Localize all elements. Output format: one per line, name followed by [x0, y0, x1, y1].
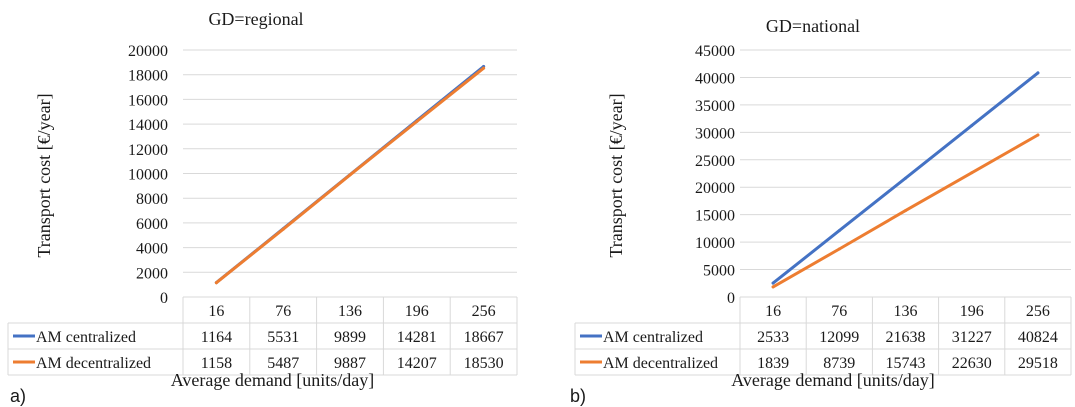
right-chart-panel: 0 5000 10000 15000 20000 25000 30000 35000 40000… — [570, 16, 1072, 406]
right-x-tick-label: 256 — [1026, 303, 1050, 320]
right-table-value-series-1: 15743 — [886, 355, 926, 372]
right-x-tick-label: 76 — [831, 303, 847, 320]
left-table-value-series-1: 1158 — [201, 355, 232, 372]
left-x-tick-label: 196 — [405, 303, 429, 320]
right-y-tick-label: 45000 — [695, 43, 735, 60]
right-table-value-series-0: 2533 — [757, 329, 789, 346]
right-table-value-series-1: 29518 — [1018, 355, 1058, 372]
right-y-tick-label: 40000 — [695, 70, 735, 87]
right-y-tick-label: 20000 — [695, 180, 735, 197]
right-table-value-series-0: 31227 — [952, 329, 992, 346]
right-x-axis-label: Average demand [units/day] — [731, 370, 935, 390]
right-table-value-series-0: 12099 — [819, 329, 859, 346]
left-y-tick-label: 0 — [160, 290, 168, 307]
left-table-value-series-0: 18667 — [464, 329, 504, 346]
right-legend-label-series-1: AM decentralized — [603, 355, 718, 372]
left-y-tick-label: 16000 — [128, 92, 168, 109]
left-x-tick-label: 256 — [472, 303, 496, 320]
left-table-value-series-1: 18530 — [464, 355, 504, 372]
left-data-point-series-1 — [482, 66, 486, 70]
left-y-tick-label: 2000 — [136, 265, 168, 282]
right-data-point-series-1 — [1036, 133, 1040, 137]
left-table-value-series-1: 9887 — [334, 355, 366, 372]
right-y-tick-label: 30000 — [695, 125, 735, 142]
left-y-tick-label: 10000 — [128, 167, 168, 184]
left-y-tick-label: 14000 — [128, 117, 168, 134]
right-table-value-series-0: 21638 — [886, 329, 926, 346]
left-data-point-series-1 — [348, 173, 352, 177]
left-data-point-series-1 — [415, 120, 419, 124]
right-table-value-series-1: 1839 — [757, 355, 789, 372]
left-table-value-series-0: 5531 — [267, 329, 299, 346]
right-x-tick-label: 16 — [765, 303, 781, 320]
left-y-tick-label: 8000 — [136, 191, 168, 208]
left-chart-panel: 0 2000 4000 6000 8000 10000 12000 14000 16000 180… — [7, 9, 518, 406]
left-legend-label-series-1: AM decentralized — [36, 355, 151, 372]
right-data-point-series-0 — [771, 281, 775, 285]
left-table-value-series-0: 9899 — [334, 329, 366, 346]
right-y-tick-label: 5000 — [703, 263, 735, 280]
left-data-point-series-1 — [214, 281, 218, 285]
left-x-tick-label: 76 — [275, 303, 291, 320]
right-y-tick-label: 15000 — [695, 208, 735, 225]
left-x-axis-label: Average demand [units/day] — [171, 370, 375, 390]
left-chart-title: GD=regional — [208, 9, 303, 29]
right-data-point-series-0 — [1036, 71, 1040, 75]
left-table-value-series-1: 14207 — [397, 355, 437, 372]
left-table-value-series-0: 1164 — [201, 329, 232, 346]
right-table-value-series-1: 22630 — [952, 355, 992, 372]
left-legend-label-series-0: AM centralized — [36, 329, 136, 346]
left-x-tick-label: 136 — [338, 303, 362, 320]
left-y-axis-label: Transport cost [€/year] — [34, 93, 54, 257]
right-table-value-series-0: 40824 — [1018, 329, 1058, 346]
right-data-point-series-1 — [837, 247, 841, 251]
right-x-tick-label: 196 — [960, 303, 984, 320]
right-data-point-series-0 — [970, 124, 974, 128]
right-data-point-series-1 — [904, 209, 907, 213]
left-table-value-series-0: 14281 — [397, 329, 437, 346]
right-y-tick-label: 25000 — [695, 153, 735, 170]
right-panel-label: b) — [570, 386, 586, 406]
left-data-point-series-1 — [281, 227, 285, 231]
left-y-tick-label: 20000 — [128, 43, 168, 60]
right-chart-title: GD=national — [766, 16, 860, 36]
left-y-tick-label: 12000 — [128, 142, 168, 159]
right-data-point-series-0 — [837, 229, 841, 233]
left-panel-label: a) — [10, 386, 26, 406]
left-y-tick-label: 6000 — [136, 216, 168, 233]
left-y-tick-label: 4000 — [136, 241, 168, 258]
right-y-tick-label: 0 — [727, 290, 735, 307]
left-table-value-series-1: 5487 — [267, 355, 299, 372]
right-data-point-series-0 — [904, 176, 907, 180]
right-y-tick-label: 10000 — [695, 235, 735, 252]
right-y-tick-label: 35000 — [695, 98, 735, 115]
right-y-axis-label: Transport cost [€/year] — [606, 93, 626, 257]
right-table-value-series-1: 8739 — [823, 355, 855, 372]
right-legend-label-series-0: AM centralized — [603, 329, 703, 346]
left-x-tick-label: 16 — [208, 303, 224, 320]
right-data-point-series-1 — [771, 285, 775, 289]
right-x-tick-label: 136 — [894, 303, 918, 320]
left-y-tick-label: 18000 — [128, 68, 168, 85]
right-data-point-series-1 — [970, 171, 974, 175]
